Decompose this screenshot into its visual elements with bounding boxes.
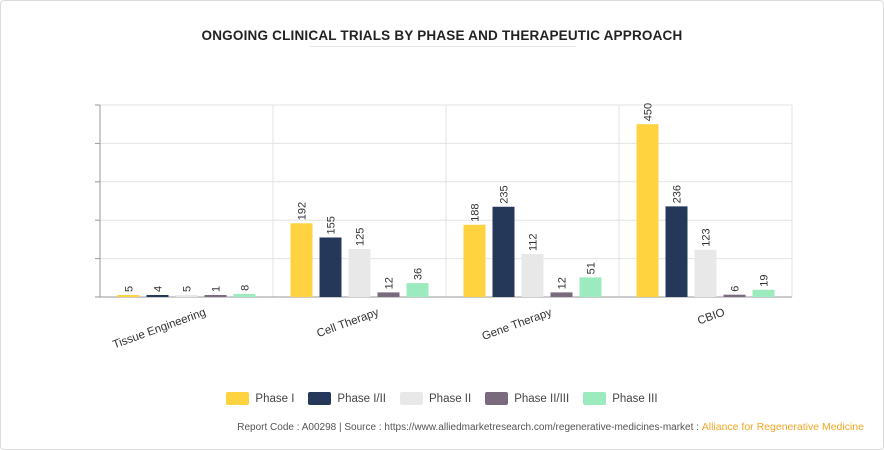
data-label: 188	[470, 203, 482, 221]
data-label: 12	[557, 277, 569, 289]
category-label: CBIO	[696, 307, 727, 328]
legend-item[interactable]: Phase III	[583, 392, 658, 405]
legend-item[interactable]: Phase I	[226, 392, 294, 405]
bar	[579, 277, 602, 297]
chart-title: ONGOING CLINICAL TRIALS BY PHASE AND THE…	[201, 28, 683, 43]
bar	[204, 295, 227, 297]
data-label: 123	[701, 228, 713, 246]
data-label: 5	[124, 286, 136, 292]
bar	[521, 253, 544, 297]
legend-label: Phase II	[429, 392, 472, 405]
legend-item[interactable]: Phase II	[400, 392, 471, 405]
bar	[694, 249, 717, 297]
data-label: 155	[326, 216, 338, 234]
category-label: Gene Therapy	[481, 306, 554, 342]
bar	[117, 295, 140, 297]
data-label: 12	[384, 277, 396, 289]
bar	[492, 206, 515, 297]
data-label: 4	[153, 286, 165, 292]
legend-label: Phase I	[255, 392, 295, 405]
bar	[348, 249, 371, 297]
legend-item[interactable]: Phase II/III	[485, 392, 569, 405]
bar	[290, 223, 313, 297]
source-brand: Alliance for Regenerative Medicine	[701, 421, 864, 433]
bar	[377, 292, 400, 297]
legend-label: Phase I/II	[337, 392, 386, 405]
data-label: 125	[355, 228, 367, 246]
chart-legend: Phase I Phase I/II Phase II Phase II/III Pha…	[0, 392, 884, 405]
legend-swatch	[400, 392, 423, 405]
data-label: 19	[759, 274, 771, 286]
category-label: Cell Therapy	[315, 306, 380, 340]
bar	[319, 237, 342, 297]
category-label: Tissue Engineering	[111, 307, 207, 352]
bar	[175, 295, 198, 297]
source-text: Report Code : A00298 | Source : https://…	[237, 422, 702, 433]
data-label: 235	[499, 185, 511, 203]
data-label: 236	[672, 185, 684, 203]
legend-label: Phase III	[612, 392, 658, 405]
bar	[723, 294, 746, 297]
data-label: 51	[586, 262, 598, 274]
bar	[550, 292, 573, 297]
bar	[233, 293, 256, 297]
bar	[146, 295, 169, 297]
bar	[463, 224, 486, 297]
bar	[406, 283, 429, 297]
legend-swatch	[308, 392, 332, 405]
data-label: 36	[413, 268, 425, 280]
data-label: 6	[730, 286, 742, 292]
source-footer: Report Code : A00298 | Source : https://…	[0, 421, 864, 433]
data-label: 5	[182, 286, 194, 292]
data-label: 192	[297, 202, 309, 220]
title-underline	[310, 46, 576, 47]
data-label: 1	[211, 286, 223, 292]
legend-swatch	[485, 392, 509, 405]
legend-swatch	[226, 392, 250, 405]
legend-label: Phase II/III	[514, 392, 570, 405]
bar	[636, 124, 659, 297]
data-label: 112	[528, 233, 540, 251]
bar	[665, 206, 688, 297]
legend-swatch	[583, 392, 607, 405]
legend-item[interactable]: Phase I/II	[308, 392, 386, 405]
bar	[752, 289, 775, 297]
data-label: 8	[240, 285, 252, 291]
data-label: 450	[643, 103, 655, 121]
